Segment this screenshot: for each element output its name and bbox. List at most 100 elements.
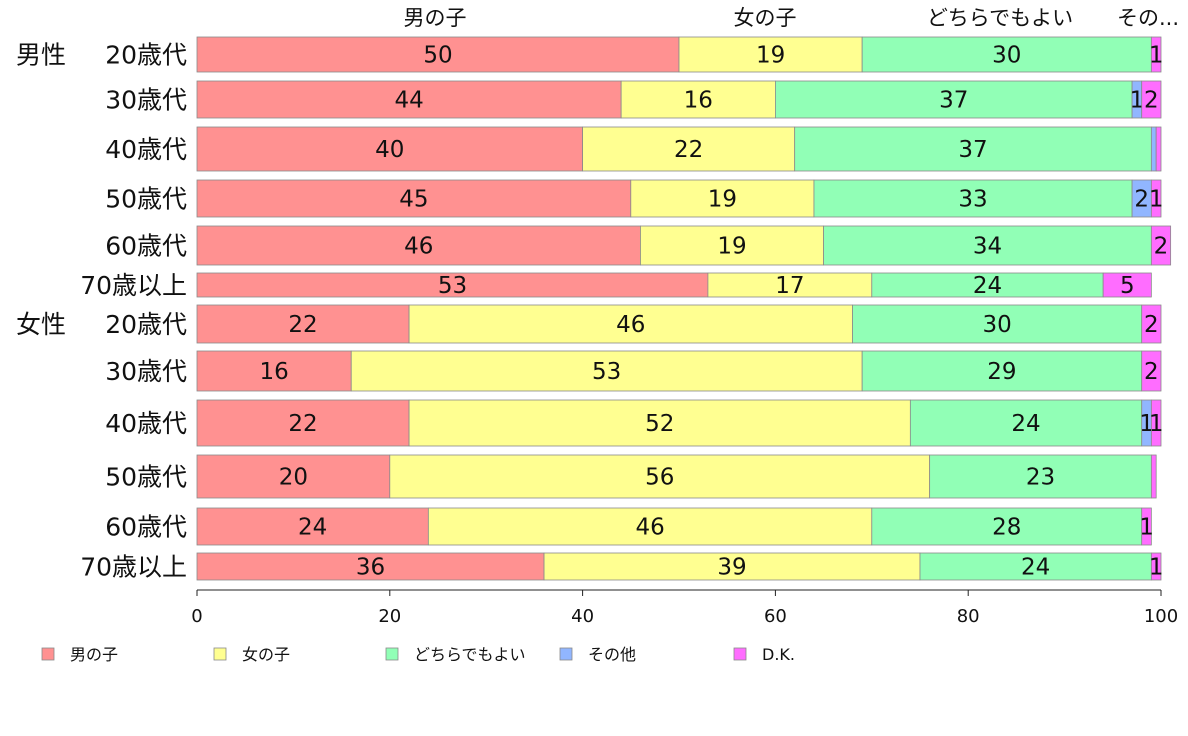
segment-value-label: 46	[616, 312, 645, 338]
segment-value-label: 24	[1021, 555, 1050, 581]
segment-value-label: 1	[1139, 515, 1154, 541]
bar-segment	[1141, 350, 1162, 392]
segment-value-label: 1	[1139, 411, 1154, 437]
bar-segment	[1150, 225, 1172, 266]
category-header-label: 男の子	[404, 6, 467, 30]
segment-value-label: 56	[645, 465, 674, 491]
x-tick-label: 60	[764, 606, 787, 627]
legend-swatch	[559, 647, 573, 661]
segment-value-label: 28	[992, 515, 1021, 541]
row-label: 20歳代	[105, 310, 187, 339]
bar-segment	[919, 552, 1152, 581]
bar-segment	[196, 552, 545, 581]
segment-value-label: 19	[756, 43, 785, 69]
segment-value-label: 1	[1149, 411, 1164, 437]
segment-value-label: 2	[1134, 187, 1149, 213]
row-label: 60歳代	[105, 513, 187, 542]
segment-value-label: 20	[279, 465, 308, 491]
x-tick-label: 20	[378, 606, 401, 627]
segment-value-label: 45	[399, 187, 428, 213]
segment-value-label: 24	[1011, 411, 1040, 437]
bar-segment	[1141, 507, 1152, 546]
legend-item: その他	[559, 645, 636, 664]
x-tick-label: 80	[957, 606, 980, 627]
segment-value-label: 53	[592, 359, 621, 385]
segment-value-label: 24	[298, 515, 327, 541]
bar-segment	[871, 507, 1143, 546]
bar-segment	[350, 350, 863, 392]
bar-segment	[1150, 179, 1162, 218]
segment-value-label: 39	[717, 555, 746, 581]
segment-value-label: 2	[1144, 88, 1159, 114]
bar-segment	[1102, 272, 1152, 298]
bar-segment	[929, 454, 1152, 499]
legend-label: どちらでもよい	[414, 645, 526, 664]
bar-segment	[1155, 126, 1162, 172]
bar-segment	[427, 507, 873, 546]
x-tick-label: 100	[1144, 606, 1178, 627]
segment-value-label: 22	[288, 411, 317, 437]
bar-segment	[794, 126, 1152, 172]
bar-segment	[640, 225, 825, 266]
segment-value-label: 22	[674, 137, 703, 163]
bar-segment	[1150, 454, 1157, 499]
bar-segment	[1141, 80, 1162, 119]
legend-swatch	[213, 647, 227, 661]
segment-value-label: 5	[1120, 273, 1135, 299]
row-label: 50歳代	[105, 185, 187, 214]
segment-value-label: 1	[1149, 187, 1164, 213]
segment-value-label: 37	[958, 137, 987, 163]
row-label: 70歳以上	[80, 271, 187, 300]
row-label: 60歳代	[105, 232, 187, 261]
bar-segment	[861, 36, 1152, 73]
row-label: 20歳代	[105, 41, 187, 70]
segment-value-label: 1	[1130, 88, 1145, 114]
bar-segment	[852, 304, 1143, 344]
legend-label: 女の子	[242, 645, 290, 664]
segment-value-label: 2	[1154, 234, 1169, 260]
bar-segment	[1150, 126, 1157, 172]
row-label: 30歳代	[105, 357, 187, 386]
bar-segment	[196, 399, 410, 447]
segment-value-label: 1	[1149, 555, 1164, 581]
segment-value-label: 44	[394, 88, 423, 114]
segment-value-label: 37	[939, 88, 968, 114]
bar-segment	[861, 350, 1143, 392]
segment-value-label: 24	[973, 273, 1002, 299]
segment-value-label: 19	[717, 234, 746, 260]
legend-swatch	[385, 647, 399, 661]
legend-item: どちらでもよい	[385, 645, 526, 664]
segment-value-label: 22	[288, 312, 317, 338]
bar-segment	[408, 304, 853, 344]
segment-value-label: 46	[404, 234, 433, 260]
bar-segment	[196, 350, 352, 392]
bar-segment	[630, 179, 815, 218]
segment-value-label: 16	[259, 359, 288, 385]
bar-segment	[1141, 304, 1162, 344]
segment-value-label: 53	[438, 273, 467, 299]
bar-segment	[1150, 399, 1162, 447]
segment-value-label: 19	[708, 187, 737, 213]
segment-value-label: 29	[987, 359, 1016, 385]
segment-value-label: 23	[1026, 465, 1055, 491]
x-tick-label: 40	[571, 606, 594, 627]
segment-value-label: 2	[1144, 312, 1159, 338]
bar-segment	[775, 80, 1133, 119]
bar-segment	[620, 80, 776, 119]
bar-segment	[196, 454, 391, 499]
category-header-label: どちらでもよい	[927, 6, 1073, 30]
bar-segment	[543, 552, 921, 581]
category-header-label: 女の子	[734, 6, 797, 30]
bar-segment	[1150, 36, 1162, 73]
segment-value-label: 1	[1149, 43, 1164, 69]
bar-segment	[389, 454, 931, 499]
row-label: 70歳以上	[80, 553, 187, 582]
x-tick-label: 0	[191, 606, 202, 627]
bar-segment	[871, 272, 1104, 298]
legend-label: D.K.	[762, 645, 795, 664]
segment-value-label: 2	[1144, 359, 1159, 385]
legend-item: D.K.	[733, 645, 795, 664]
segment-value-label: 50	[423, 43, 452, 69]
segment-value-label: 30	[982, 312, 1011, 338]
